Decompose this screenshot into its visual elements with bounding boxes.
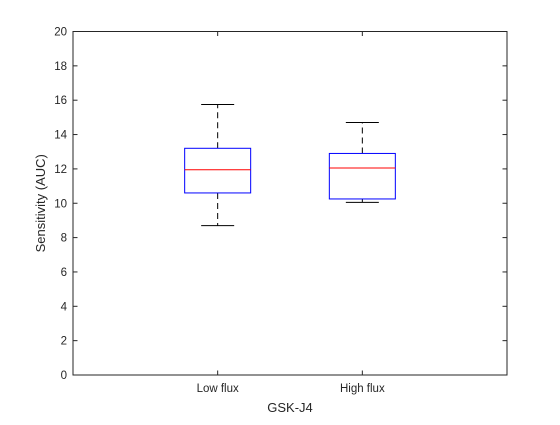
x-axis-label: GSK-J4 — [267, 400, 313, 415]
x-axis-ticks: Low flux High flux — [197, 31, 385, 395]
box-2 — [328, 122, 396, 203]
x-tick-label: High flux — [340, 383, 385, 395]
y-tick-label: 12 — [54, 164, 67, 176]
y-tick-label: 18 — [54, 61, 67, 73]
iqr-box — [328, 152, 396, 200]
y-axis-label: Sensitivity (AUC) — [33, 154, 48, 252]
box-series — [184, 103, 396, 227]
y-axis-ticks: 0 2 4 6 8 10 12 14 16 18 20 — [54, 27, 507, 382]
y-tick-label: 8 — [61, 233, 67, 245]
box-1 — [184, 103, 252, 227]
y-tick-label: 16 — [54, 95, 67, 107]
y-tick-label: 6 — [61, 267, 67, 279]
x-tick-label: Low flux — [197, 383, 239, 395]
y-tick-label: 2 — [61, 336, 67, 348]
iqr-box — [184, 147, 252, 194]
y-tick-label: 14 — [54, 130, 67, 142]
y-tick-label: 4 — [61, 301, 68, 313]
y-tick-label: 20 — [54, 27, 67, 39]
y-tick-label: 10 — [54, 198, 67, 210]
y-tick-label: 0 — [61, 370, 67, 382]
plot-frame — [72, 31, 508, 376]
